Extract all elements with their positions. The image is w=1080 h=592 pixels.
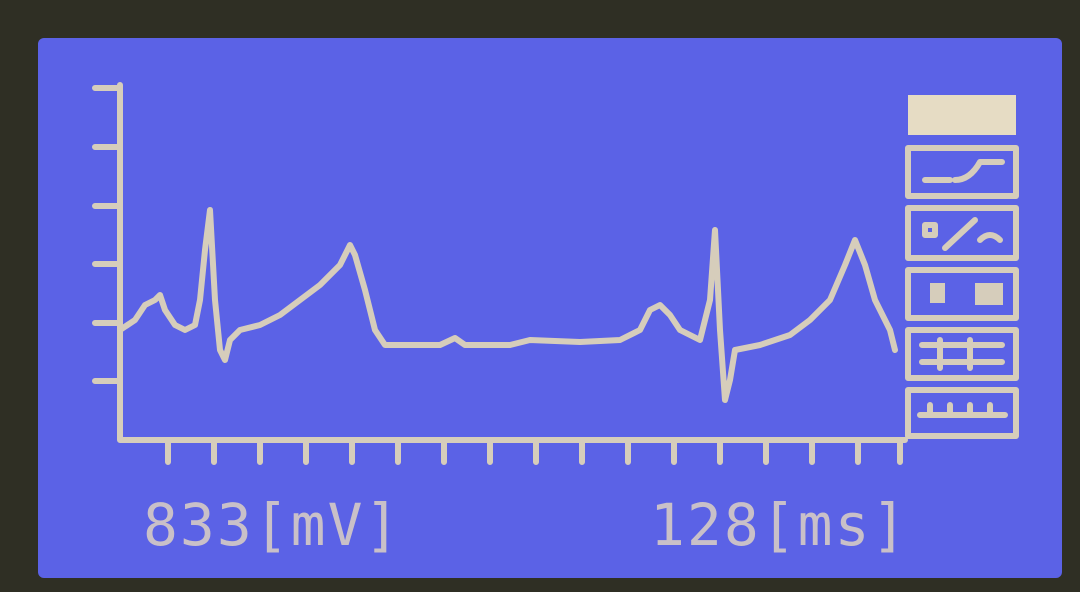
plot-axes: [92, 82, 908, 465]
interval-readout: 128[ms]: [650, 491, 908, 559]
side-menu: [905, 95, 1019, 439]
menu-button-ruler[interactable]: [905, 387, 1019, 439]
x-axis-ticks: [165, 437, 903, 465]
ecg-waveform: [117, 207, 898, 403]
voltage-readout: 833[mV]: [143, 491, 401, 559]
menu-button-grid[interactable]: [905, 327, 1019, 381]
menu-button-scale[interactable]: [905, 205, 1019, 261]
menu-button-filter[interactable]: [905, 145, 1019, 199]
y-axis-ticks: [92, 85, 123, 384]
menu-button-selected[interactable]: [908, 95, 1016, 135]
menu-button-record[interactable]: [905, 267, 1019, 321]
